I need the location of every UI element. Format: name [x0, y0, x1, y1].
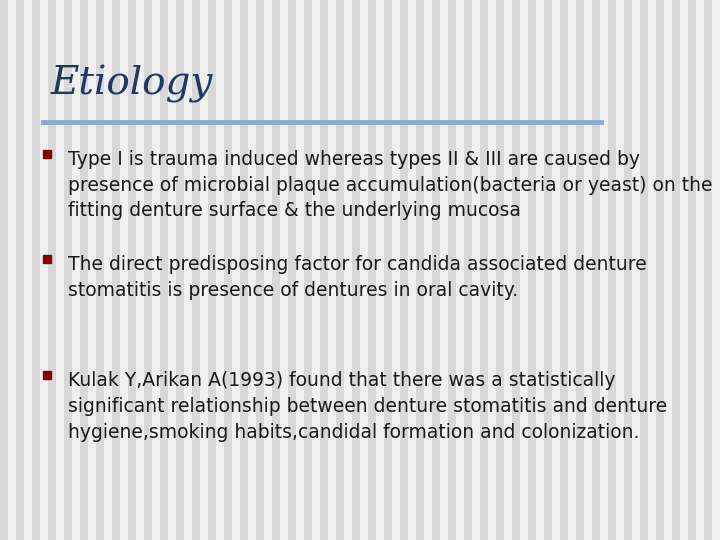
Bar [24, 0, 32, 540]
Bar [40, 0, 48, 540]
Bar [240, 0, 248, 540]
Bar [712, 0, 720, 540]
Bar [648, 0, 656, 540]
Bar [424, 0, 432, 540]
Bar [304, 0, 312, 540]
Bar [552, 0, 560, 540]
Bar [632, 0, 640, 540]
Bar [200, 0, 208, 540]
Bar [224, 0, 232, 540]
Bar [328, 0, 336, 540]
Text: The direct predisposing factor for candida associated denture
stomatitis is pres: The direct predisposing factor for candi… [68, 255, 647, 300]
Bar [64, 0, 72, 540]
Bar [208, 0, 216, 540]
Bar [592, 0, 600, 540]
Bar [120, 0, 128, 540]
Bar [368, 0, 376, 540]
Bar [56, 0, 64, 540]
Bar [504, 0, 512, 540]
Bar [104, 0, 112, 540]
Bar [568, 0, 576, 540]
Bar [160, 0, 168, 540]
Bar [544, 0, 552, 540]
Bar [704, 0, 712, 540]
Bar [672, 0, 680, 540]
Bar [320, 0, 328, 540]
Bar [80, 0, 88, 540]
Bar [248, 0, 256, 540]
Bar [192, 0, 200, 540]
Bar [608, 0, 616, 540]
Bar [128, 0, 136, 540]
Bar [496, 0, 504, 540]
Bar [312, 0, 320, 540]
Bar [272, 0, 280, 540]
Bar [8, 0, 16, 540]
Bar [536, 0, 544, 540]
Bar [664, 0, 672, 540]
Bar [136, 0, 144, 540]
Bar [576, 0, 584, 540]
Bar [520, 0, 528, 540]
Bar [408, 0, 416, 540]
Bar [96, 0, 104, 540]
Bar [344, 0, 352, 540]
Bar [560, 0, 568, 540]
Bar [288, 0, 296, 540]
Bar [584, 0, 592, 540]
Bar [480, 0, 488, 540]
Bar [360, 0, 368, 540]
Bar [616, 0, 624, 540]
Bar [112, 0, 120, 540]
Bar [32, 0, 40, 540]
Bar [184, 0, 192, 540]
Bar [432, 0, 440, 540]
Bar [456, 0, 464, 540]
Bar [296, 0, 304, 540]
Bar [72, 0, 80, 540]
Bar [168, 0, 176, 540]
Bar [696, 0, 704, 540]
Bar [256, 0, 264, 540]
Bar [152, 0, 160, 540]
Bar [16, 0, 24, 540]
Bar [448, 0, 456, 540]
Bar [416, 0, 424, 540]
Bar [464, 0, 472, 540]
Bar [264, 0, 272, 540]
Bar [384, 0, 392, 540]
Text: Etiology: Etiology [50, 65, 213, 103]
Bar [216, 0, 224, 540]
Bar [640, 0, 648, 540]
Bar [528, 0, 536, 540]
Bar [176, 0, 184, 540]
Bar [280, 0, 288, 540]
Bar [440, 0, 448, 540]
Bar [688, 0, 696, 540]
Bar [232, 0, 240, 540]
Bar [376, 0, 384, 540]
Bar [400, 0, 408, 540]
Bar [600, 0, 608, 540]
Bar [88, 0, 96, 540]
Bar [392, 0, 400, 540]
Bar [488, 0, 496, 540]
Bar [512, 0, 520, 540]
Bar [0, 0, 8, 540]
Bar [624, 0, 632, 540]
Bar [656, 0, 664, 540]
Text: Type I is trauma induced whereas types II & III are caused by
presence of microb: Type I is trauma induced whereas types I… [68, 150, 713, 220]
Bar [336, 0, 344, 540]
Bar [48, 0, 56, 540]
Bar [144, 0, 152, 540]
Bar [472, 0, 480, 540]
Text: Kulak Y,Arikan A(1993) found that there was a statistically
significant relation: Kulak Y,Arikan A(1993) found that there … [68, 372, 667, 442]
Bar [352, 0, 360, 540]
Bar [680, 0, 688, 540]
